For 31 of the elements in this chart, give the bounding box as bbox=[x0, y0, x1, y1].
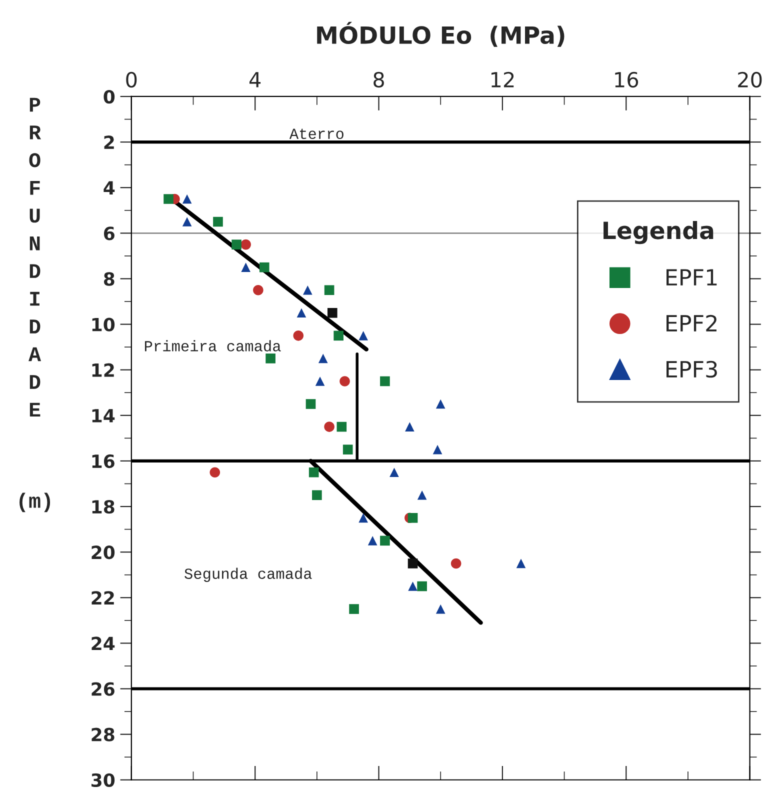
annotation: Primeira camada bbox=[144, 340, 281, 352]
annotation: Segunda camada bbox=[184, 568, 312, 582]
x-tick-label: 16 bbox=[615, 72, 638, 88]
text: PROFUNDIDADE (m) bbox=[20, 98, 50, 512]
x-tick-label: 20 bbox=[738, 72, 762, 88]
x-tick-label: 4 bbox=[249, 72, 261, 88]
legend-label: EPF2 bbox=[666, 314, 716, 332]
y-tick-label: 12 bbox=[92, 363, 114, 377]
y-tick-label: 28 bbox=[92, 728, 114, 742]
y-tick-label: 26 bbox=[92, 682, 114, 696]
y-tick-label: 6 bbox=[104, 226, 114, 240]
y-tick-label: 18 bbox=[92, 500, 114, 514]
y-tick-label: 22 bbox=[92, 591, 114, 604]
ref-line-label: Aterro bbox=[289, 128, 344, 140]
y-tick-label: 8 bbox=[104, 272, 114, 286]
legend-label: EPF1 bbox=[666, 269, 717, 286]
y-tick-label: 4 bbox=[104, 181, 115, 194]
y-tick-label: 16 bbox=[92, 454, 114, 468]
y-tick-label: 2 bbox=[104, 136, 114, 149]
x-tick-label: 12 bbox=[491, 72, 514, 88]
legend-label: EPF3 bbox=[666, 360, 717, 378]
y-tick-label: 30 bbox=[92, 773, 115, 787]
y-tick-label: 20 bbox=[92, 546, 115, 560]
y-tick-label: 0 bbox=[104, 90, 115, 104]
y-tick-label: 10 bbox=[92, 318, 115, 332]
y-tick-label: 14 bbox=[92, 409, 115, 422]
y-tick-label: 24 bbox=[92, 636, 115, 650]
x-tick-label: 0 bbox=[126, 72, 137, 88]
x-tick-label: 8 bbox=[374, 72, 384, 88]
legend-title: Legenda bbox=[604, 221, 714, 244]
chart-title: MÓDULO Eo (MPa) bbox=[317, 22, 564, 47]
